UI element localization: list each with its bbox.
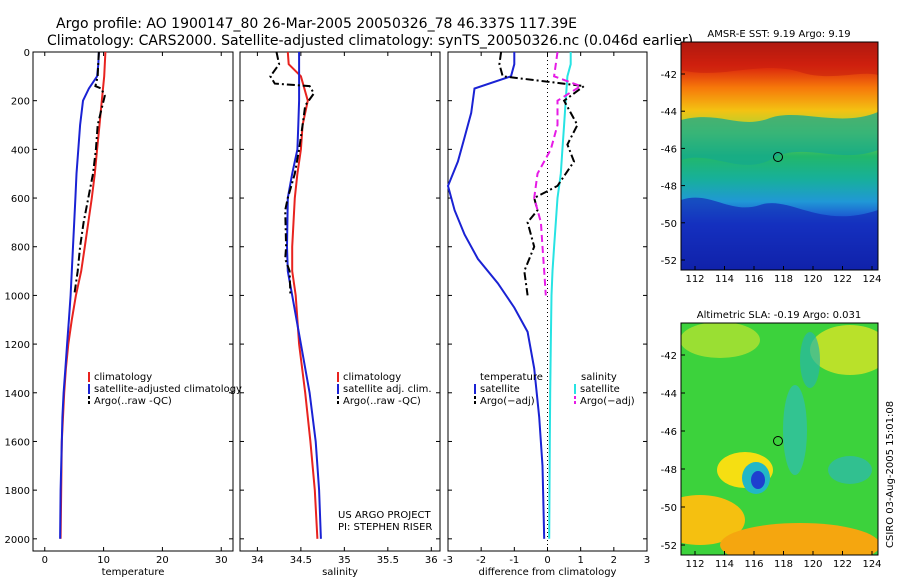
legend-entry-2-label: Argo(..raw -QC) [94,396,172,407]
map-y-tick-label: -42 [661,70,677,81]
map-y-tick-label: -42 [661,351,677,362]
legend-left-1-label: Argo(−adj) [480,396,535,407]
temperature-panel: 0 200 400 600 800 1000 1200 1400 1600 1800 2000 0 10… [5,48,242,578]
series-line-temperature-0 [59,51,107,539]
temperature-axes-box [32,51,234,552]
legend-entry-1-label: satellite-adjusted climatology [94,384,242,395]
map-x-tick-label: 116 [744,274,763,285]
legend-right-1-label: Argo(−adj) [580,396,635,407]
map-x-tick-label: 120 [803,559,822,570]
sst-map-title: AMSR-E SST: 9.19 Argo: 9.19 [707,29,850,40]
x-tick-label: 0 [42,555,48,566]
series-line-salinity-0 [286,51,319,539]
map-y-tick-label: -46 [661,144,677,155]
x-tick-label: 36 [425,555,438,566]
legend-entry-2-label: Argo(..raw -QC) [343,396,421,407]
legend-right-0-label: satellite [580,384,620,395]
legend-left-0-label: satellite [480,384,520,395]
sst-map: AMSR-E SST: 9.19 Argo: 9.19 -42 -44 -46 -48… [661,29,882,285]
title-line-2: Climatology: CARS2000. Satellite-adjuste… [47,33,693,49]
y-tick-label: 400 [11,145,30,156]
x-tick-label: 3 [644,555,650,566]
legend-entry-1-label: satellite adj. clim. [343,384,432,395]
y-tick-label: 1000 [5,291,30,302]
salinity-x-axis-label: salinity [322,567,358,578]
legend-left-title: temperature [480,372,543,383]
map-x-tick-label: 118 [774,274,793,285]
series-line-salinity-1 [285,52,322,539]
x-tick-label: 30 [215,555,228,566]
map-x-tick-label: 116 [744,559,763,570]
series-line-temperature-1 [59,51,100,539]
series-line-temperature-2 [73,51,106,296]
map-x-tick-label: 114 [715,274,734,285]
series-line-salinity-2 [269,51,316,296]
title-line-1: Argo profile: AO 1900147_80 26-Mar-2005 … [56,16,577,32]
x-tick-label: 10 [97,555,110,566]
x-tick-label: 34.5 [290,555,312,566]
x-tick-label: 0 [544,555,550,566]
x-tick-label: 35 [338,555,351,566]
map-x-tick-label: 124 [862,274,881,285]
map-y-tick-label: -48 [661,465,677,476]
x-tick-label: 20 [156,555,169,566]
x-tick-label: 35.5 [377,555,399,566]
project-annotation-0: US ARGO PROJECT [338,510,432,521]
map-y-tick-label: -44 [661,107,677,118]
map-x-tick-label: 124 [862,559,881,570]
difference-x-axis-label: difference from climatology [479,567,617,578]
y-tick-label: 800 [11,243,30,254]
map-x-tick-label: 114 [715,559,734,570]
sla-map: Altimetric SLA: -0.19 Argo: 0.031 -42 -44… [661,310,882,570]
temperature-x-axis-label: temperature [102,567,165,578]
salinity-panel: 34 34.5 35 35.5 36 salinity climatologysatelli… [239,51,441,578]
map-x-tick-label: 122 [833,559,852,570]
difference-panel: -3 -2 -1 0 1 2 3 difference from climatology tem… [443,51,650,578]
project-annotation-1: PI: STEPHEN RISER [338,522,432,533]
map-y-tick-label: -50 [661,219,677,230]
series-line-difference-1 [548,52,572,539]
map-x-tick-label: 112 [685,274,704,285]
series-line-difference-2 [498,51,587,296]
sla-map-title: Altimetric SLA: -0.19 Argo: 0.031 [697,310,862,321]
y-tick-label: 2000 [5,535,30,546]
legend-entry-0-label: climatology [343,372,401,383]
series-line-difference-0 [446,52,546,539]
map-y-tick-label: -44 [661,389,677,400]
x-tick-label: 1 [577,555,583,566]
sla-argo-marker [773,436,783,446]
legend-right-title: salinity [581,372,617,383]
x-tick-label: -2 [476,555,486,566]
x-tick-label: -1 [509,555,519,566]
legend-entry-0-label: climatology [94,372,152,383]
x-tick-label: -3 [443,555,453,566]
map-x-tick-label: 120 [803,274,822,285]
y-tick-label: 600 [11,194,30,205]
y-tick-label: 1200 [5,340,30,351]
y-tick-label: 200 [11,97,30,108]
y-tick-label: 1400 [5,389,30,400]
map-y-tick-label: -48 [661,182,677,193]
timestamp-stamp: CSIRO 03-Aug-2005 15:01:08 [885,401,896,548]
map-y-tick-label: -46 [661,427,677,438]
x-tick-label: 2 [611,555,617,566]
map-y-tick-label: -52 [661,541,677,552]
y-tick-label: 1800 [5,486,30,497]
map-x-tick-label: 112 [685,559,704,570]
map-y-tick-label: -52 [661,256,677,267]
map-x-tick-label: 122 [833,274,852,285]
y-tick-label: 1600 [5,437,30,448]
series-line-difference-3 [533,51,583,296]
y-tick-label: 0 [24,48,30,59]
map-x-tick-label: 118 [774,559,793,570]
x-tick-label: 34 [251,555,264,566]
sst-argo-marker [773,152,783,162]
salinity-axes-box [239,51,441,552]
map-y-tick-label: -50 [661,503,677,514]
